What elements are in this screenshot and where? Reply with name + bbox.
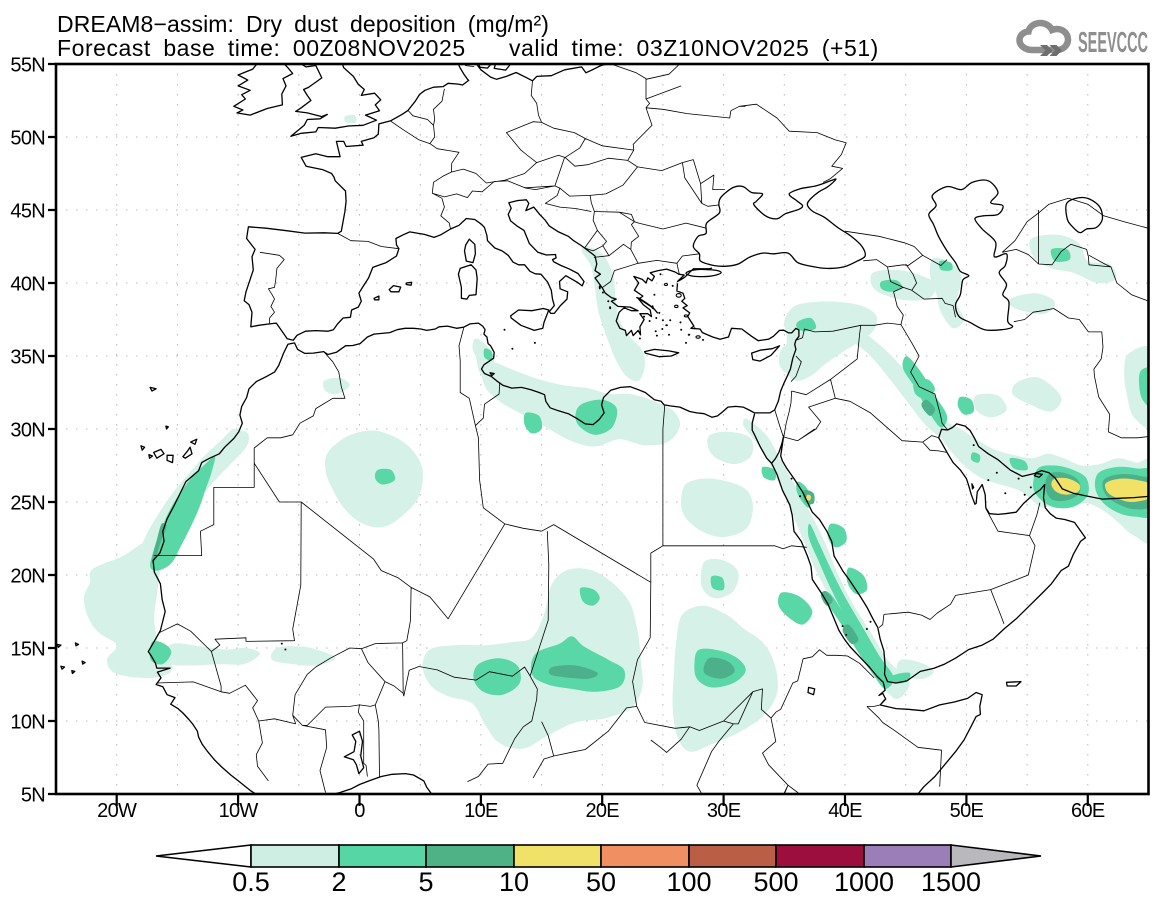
svg-text:SEEVCCC: SEEVCCC xyxy=(1078,27,1148,59)
svg-text:50: 50 xyxy=(586,867,616,897)
svg-text:DREAM8−assim: Dry dust deposit: DREAM8−assim: Dry dust deposition (mg/m²… xyxy=(57,11,549,37)
svg-text:100: 100 xyxy=(666,867,711,897)
svg-text:500: 500 xyxy=(753,867,798,897)
svg-text:55N: 55N xyxy=(10,55,45,77)
svg-text:0.5: 0.5 xyxy=(232,867,270,897)
svg-text:15N: 15N xyxy=(10,639,45,661)
svg-text:30E: 30E xyxy=(707,800,741,822)
svg-text:valid time: 03Z10NOV2025 (+51): valid time: 03Z10NOV2025 (+51) xyxy=(509,35,879,61)
svg-text:50N: 50N xyxy=(10,128,45,150)
svg-text:5N: 5N xyxy=(21,785,45,807)
svg-text:30N: 30N xyxy=(10,420,45,442)
svg-text:1500: 1500 xyxy=(921,867,981,897)
svg-text:40N: 40N xyxy=(10,274,45,296)
svg-text:10: 10 xyxy=(499,867,529,897)
svg-text:1000: 1000 xyxy=(834,867,894,897)
svg-text:20W: 20W xyxy=(97,800,137,822)
svg-text:20N: 20N xyxy=(10,566,45,588)
svg-text:25N: 25N xyxy=(10,493,45,515)
svg-text:45N: 45N xyxy=(10,201,45,223)
svg-text:10W: 10W xyxy=(219,800,259,822)
svg-text:20E: 20E xyxy=(585,800,619,822)
svg-text:50E: 50E xyxy=(950,800,984,822)
svg-text:2: 2 xyxy=(331,867,346,897)
svg-text:Forecast base time: 00Z08NOV20: Forecast base time: 00Z08NOV2025 xyxy=(57,35,466,61)
svg-text:40E: 40E xyxy=(828,800,862,822)
svg-text:10E: 10E xyxy=(464,800,498,822)
svg-text:60E: 60E xyxy=(1071,800,1105,822)
svg-text:0: 0 xyxy=(354,800,365,822)
svg-text:5: 5 xyxy=(418,867,433,897)
svg-text:10N: 10N xyxy=(10,712,45,734)
svg-text:35N: 35N xyxy=(10,347,45,369)
